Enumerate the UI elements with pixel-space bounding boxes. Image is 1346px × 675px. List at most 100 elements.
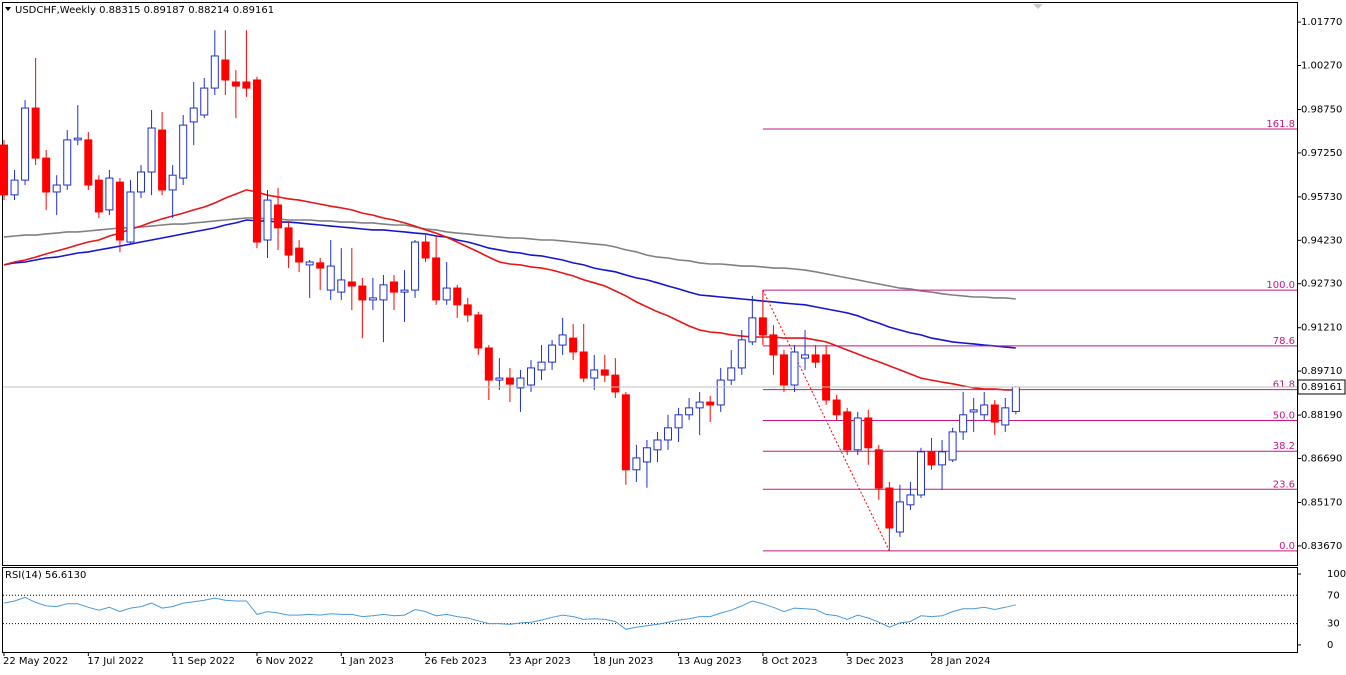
candle-body bbox=[63, 139, 72, 186]
fib-label: 161.8 bbox=[1266, 119, 1295, 130]
rsi-name: RSI(14) bbox=[5, 570, 42, 581]
candle-body bbox=[368, 297, 377, 301]
candle-body bbox=[358, 285, 367, 301]
candle-body bbox=[52, 184, 61, 193]
rsi-line bbox=[3, 596, 1016, 630]
candle-body bbox=[769, 334, 778, 356]
fib-label: 50.0 bbox=[1273, 410, 1295, 421]
last-open: 0.88315 bbox=[99, 5, 140, 16]
price-label-box bbox=[1297, 379, 1346, 395]
candle-body bbox=[326, 265, 335, 291]
candle-body bbox=[621, 394, 630, 471]
x-tick-label: 6 Nov 2022 bbox=[256, 656, 314, 667]
candle-body bbox=[252, 79, 261, 243]
candle-body bbox=[537, 361, 546, 371]
candle-body bbox=[916, 451, 925, 496]
candle-body bbox=[653, 439, 662, 451]
candle-body bbox=[1001, 407, 1010, 426]
rsi-current: 56.6130 bbox=[45, 570, 86, 581]
candle-body bbox=[474, 314, 483, 349]
candle-body bbox=[990, 404, 999, 423]
y-tick-label: 0.91210 bbox=[1301, 323, 1342, 334]
candle-body bbox=[579, 351, 588, 379]
y-tick-label: 0.88190 bbox=[1301, 410, 1342, 421]
rsi-pane bbox=[2, 567, 1298, 653]
x-tick-label: 26 Feb 2023 bbox=[425, 656, 487, 667]
y-tick-label: 1.01770 bbox=[1301, 17, 1342, 28]
candle-body bbox=[801, 354, 810, 359]
candle-body bbox=[453, 287, 462, 306]
candle-body bbox=[400, 289, 409, 293]
candle-body bbox=[411, 241, 420, 291]
chart-header: USDCHF,Weekly 0.88315 0.89187 0.88214 0.… bbox=[15, 5, 274, 16]
candle-body bbox=[200, 87, 209, 116]
fib-label: 78.6 bbox=[1273, 336, 1295, 347]
last-close: 0.89161 bbox=[233, 5, 274, 16]
candle-body bbox=[948, 431, 957, 461]
candle-body bbox=[959, 414, 968, 433]
candle-body bbox=[0, 144, 8, 196]
candle-body bbox=[600, 369, 609, 376]
candle-body bbox=[115, 181, 124, 241]
x-tick-label: 3 Dec 2023 bbox=[846, 656, 904, 667]
last-high: 0.89187 bbox=[144, 5, 185, 16]
candle-body bbox=[632, 457, 641, 471]
candle-body bbox=[305, 261, 314, 266]
candle-body bbox=[379, 284, 388, 301]
candle-body bbox=[927, 451, 936, 466]
candle-body bbox=[969, 409, 978, 413]
y-tick-label: 0.86690 bbox=[1301, 454, 1342, 465]
x-tick-label: 1 Jan 2023 bbox=[340, 656, 394, 667]
fib-label: 23.6 bbox=[1273, 479, 1295, 490]
candle-body bbox=[221, 59, 230, 81]
last-low: 0.88214 bbox=[188, 5, 229, 16]
candle-body bbox=[811, 354, 820, 363]
rsi-tick-label: 100 bbox=[1327, 569, 1346, 580]
y-tick-label: 0.95730 bbox=[1301, 192, 1342, 203]
rsi-tick-label: 0 bbox=[1327, 640, 1333, 651]
candle-body bbox=[505, 377, 514, 385]
candle-body bbox=[874, 449, 883, 489]
candle-body bbox=[706, 401, 715, 406]
candle-body bbox=[664, 427, 673, 441]
candle-body bbox=[168, 174, 177, 191]
candle-body bbox=[674, 414, 683, 429]
candle-body bbox=[864, 417, 873, 449]
candle-body bbox=[758, 317, 767, 336]
fib-label: 61.8 bbox=[1273, 380, 1295, 391]
shift-marker bbox=[1033, 4, 1043, 9]
x-tick-label: 11 Sep 2022 bbox=[172, 656, 235, 667]
candle-body bbox=[231, 81, 240, 87]
fib-label: 0.0 bbox=[1279, 541, 1295, 552]
fib-label: 100.0 bbox=[1266, 280, 1295, 291]
candle-body bbox=[421, 241, 430, 259]
candle-body bbox=[263, 199, 272, 241]
candle-body bbox=[442, 287, 451, 301]
rsi-tick-label: 30 bbox=[1327, 619, 1340, 630]
candle-body bbox=[590, 369, 599, 379]
y-tick-label: 0.83670 bbox=[1301, 541, 1342, 552]
menu-triangle[interactable] bbox=[5, 7, 11, 11]
candle-body bbox=[569, 337, 578, 353]
candle-body bbox=[295, 247, 304, 263]
candle-body bbox=[938, 451, 947, 466]
candle-body bbox=[316, 262, 325, 269]
candle-body bbox=[21, 107, 30, 181]
x-tick-label: 28 Jan 2024 bbox=[931, 656, 991, 667]
candle-body bbox=[516, 377, 525, 389]
candle-body bbox=[822, 354, 831, 401]
candle-body bbox=[147, 127, 156, 173]
candle-body bbox=[137, 171, 146, 193]
candle-body bbox=[695, 401, 704, 409]
candle-body bbox=[716, 379, 725, 406]
candle-body bbox=[527, 367, 535, 386]
candle-body bbox=[189, 107, 198, 123]
candle-body bbox=[389, 281, 398, 293]
x-tick-label: 18 Jun 2023 bbox=[593, 656, 653, 667]
candle-body bbox=[158, 129, 167, 191]
y-tick-label: 1.00270 bbox=[1301, 61, 1342, 72]
y-tick-label: 0.92730 bbox=[1301, 279, 1342, 290]
x-tick-label: 13 Aug 2023 bbox=[678, 656, 742, 667]
